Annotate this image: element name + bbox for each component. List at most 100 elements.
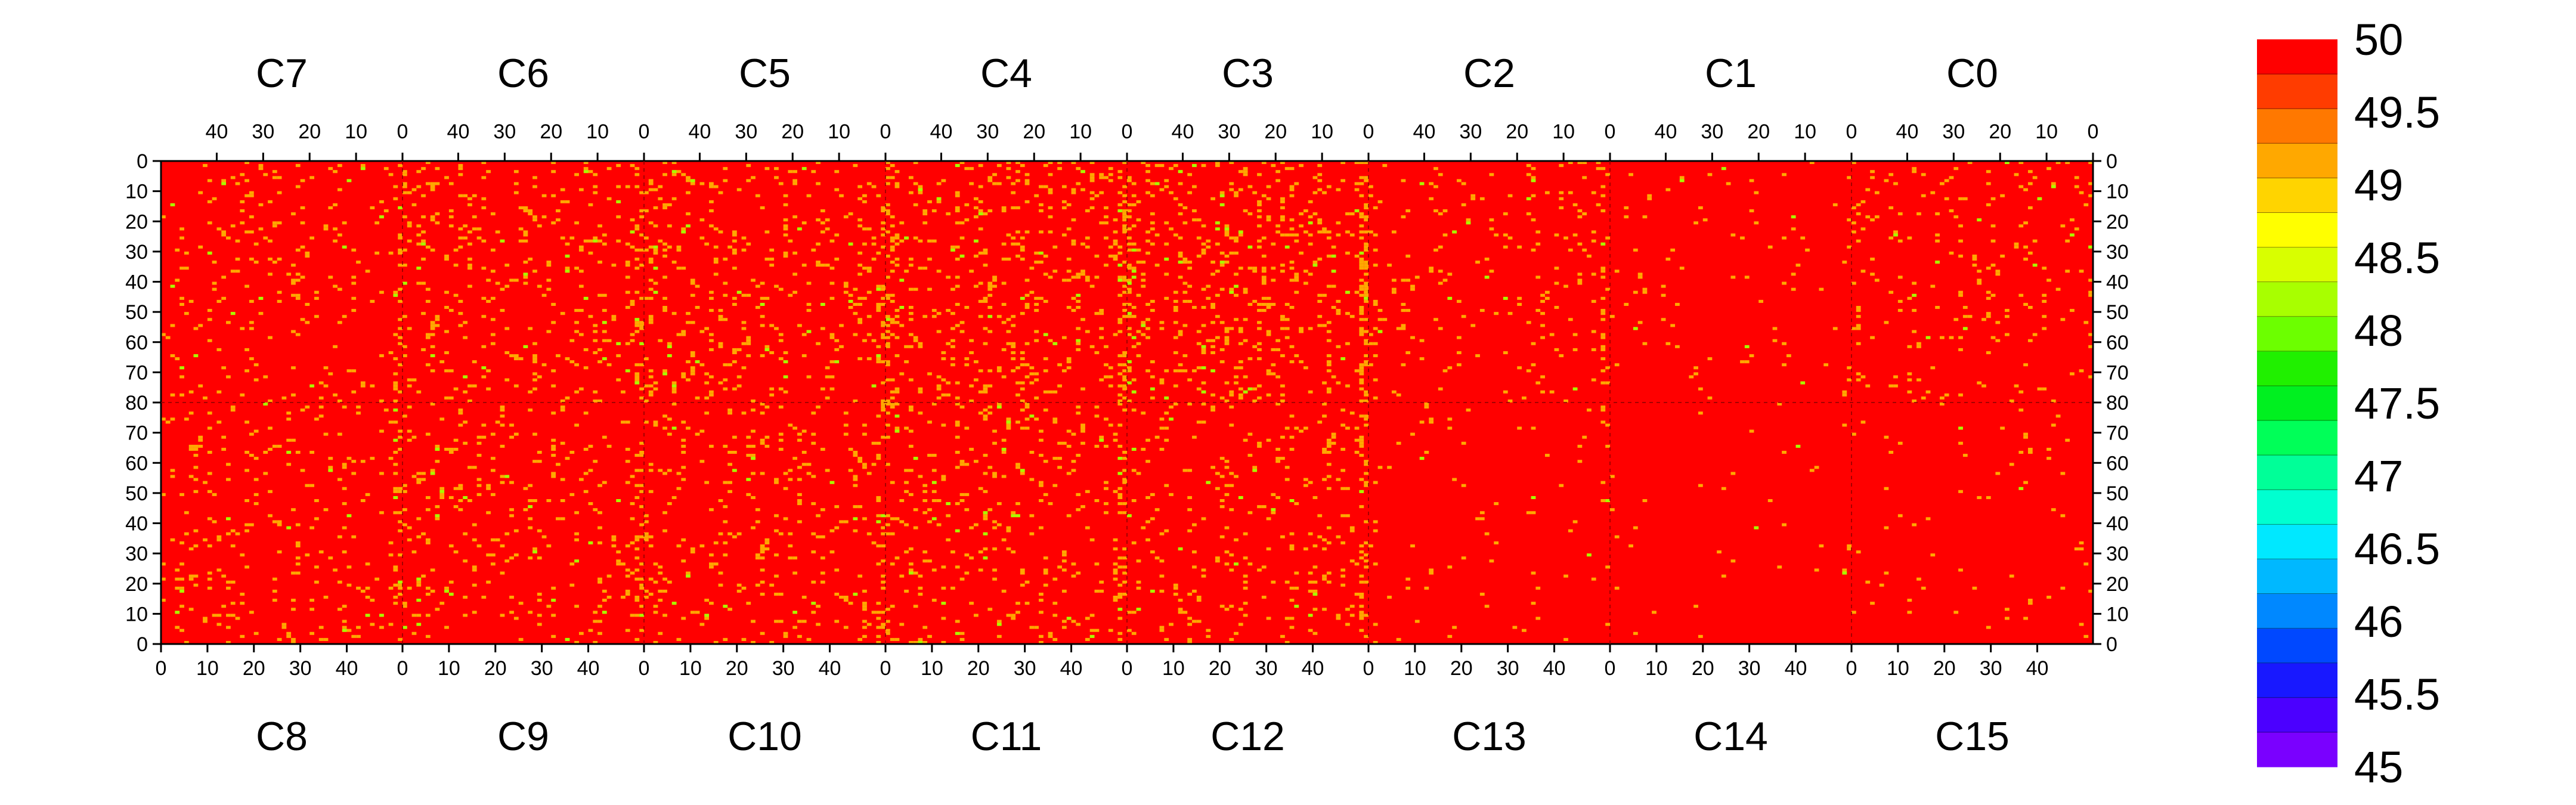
heatmap-cell	[1150, 550, 1155, 554]
heatmap-cell	[216, 535, 222, 538]
heatmap-cell	[1359, 230, 1364, 234]
heatmap-cell	[732, 230, 737, 234]
heatmap-cell	[1048, 631, 1053, 635]
heatmap-cell	[1675, 302, 1680, 306]
heatmap-cell	[268, 426, 273, 430]
heatmap-cell	[857, 357, 863, 361]
heatmap-cell	[1219, 457, 1225, 460]
heatmap-cell	[1178, 261, 1183, 264]
heatmap-cell	[969, 526, 974, 530]
heatmap-cell	[713, 273, 719, 276]
heatmap-cell	[226, 640, 231, 644]
heatmap-cell	[490, 457, 496, 460]
heatmap-cell	[523, 230, 528, 234]
heatmap-cell	[2070, 309, 2075, 312]
heatmap-cell	[1359, 327, 1364, 330]
heatmap-cell	[356, 586, 361, 590]
heatmap-cell	[1011, 357, 1016, 361]
colorbar-tick-label: 48	[2354, 306, 2403, 355]
heatmap-cell	[2060, 472, 2066, 475]
heatmap-cell	[1596, 203, 1601, 206]
heatmap-cell	[941, 423, 946, 427]
heatmap-cell	[1131, 447, 1137, 451]
heatmap-cell	[1340, 161, 1346, 165]
heatmap-cell	[490, 493, 496, 496]
heatmap-cell	[1535, 617, 1541, 620]
heatmap-cell	[941, 393, 946, 397]
heatmap-cell	[1206, 284, 1211, 288]
heatmap-cell	[1308, 614, 1313, 617]
heatmap-cell	[551, 472, 556, 475]
heatmap-cell	[699, 623, 705, 626]
heatmap-cell	[1201, 420, 1206, 424]
heatmap-cell	[346, 565, 352, 569]
heatmap-cell	[625, 369, 630, 373]
heatmap-cell	[1076, 182, 1081, 185]
heatmap-cell	[778, 182, 784, 185]
heatmap-cell	[1373, 640, 1378, 644]
heatmap-cell	[1852, 327, 1856, 330]
heatmap-cell	[1852, 281, 1856, 285]
heatmap-cell	[1173, 369, 1178, 373]
heatmap-cell	[1600, 481, 1606, 484]
heatmap-cell	[876, 514, 881, 518]
heatmap-cell	[193, 444, 199, 448]
heatmap-cell	[1340, 408, 1346, 412]
heatmap-cell	[184, 251, 189, 255]
heatmap-cell	[467, 203, 472, 206]
heatmap-cell	[648, 221, 654, 225]
heatmap-cell	[1275, 447, 1281, 451]
heatmap-cell	[1986, 351, 1991, 354]
heatmap-cell	[1238, 608, 1243, 611]
heatmap-cell	[741, 411, 747, 415]
heatmap-cell	[328, 275, 333, 279]
heatmap-cell	[1907, 390, 1912, 394]
heatmap-cell	[1359, 258, 1364, 261]
heatmap-cell	[230, 408, 236, 412]
heatmap-cell	[1196, 218, 1202, 222]
heatmap-cell	[244, 499, 249, 503]
heatmap-cell	[1247, 387, 1253, 391]
heatmap-cell	[277, 523, 282, 527]
heatmap-cell	[1210, 306, 1215, 309]
heatmap-cell	[1243, 375, 1248, 379]
heatmap-cell	[463, 614, 468, 617]
heatmap-cell	[667, 245, 672, 249]
heatmap-cell	[1011, 191, 1016, 194]
heatmap-cell	[983, 472, 988, 475]
heatmap-cell	[1642, 342, 1648, 345]
heatmap-cell	[1085, 209, 1090, 213]
heatmap-cell	[648, 535, 654, 538]
heatmap-cell	[1568, 318, 1573, 321]
heatmap-cell	[866, 623, 872, 626]
bottom-x-tick-label: 10	[196, 657, 219, 680]
heatmap-cell	[611, 535, 617, 538]
heatmap-cell	[1429, 417, 1434, 421]
heatmap-cell	[240, 393, 245, 397]
heatmap-cell	[560, 312, 565, 315]
heatmap-cell	[1373, 327, 1378, 330]
heatmap-cell	[996, 366, 1002, 370]
heatmap-cell	[486, 511, 491, 515]
heatmap-cell	[244, 230, 249, 234]
heatmap-cell	[398, 435, 402, 439]
heatmap-cell	[1229, 161, 1234, 165]
heatmap-cell	[407, 384, 412, 388]
heatmap-cell	[207, 200, 212, 203]
heatmap-cell	[964, 553, 970, 557]
heatmap-cell	[1461, 484, 1466, 487]
heatmap-cell	[1131, 275, 1137, 279]
heatmap-cell	[476, 236, 482, 240]
heatmap-cell	[792, 273, 798, 276]
heatmap-cell	[871, 463, 877, 466]
heatmap-cell	[634, 547, 640, 551]
heatmap-cell	[1986, 496, 1991, 499]
heatmap-cell	[1043, 333, 1048, 336]
heatmap-cell	[881, 544, 886, 547]
heatmap-cell	[801, 264, 807, 267]
heatmap-cell	[207, 577, 212, 581]
heatmap-cell	[634, 484, 640, 487]
heatmap-cell	[1600, 309, 1606, 312]
heatmap-cell	[1912, 170, 1917, 174]
heatmap-cell	[1438, 212, 1443, 216]
